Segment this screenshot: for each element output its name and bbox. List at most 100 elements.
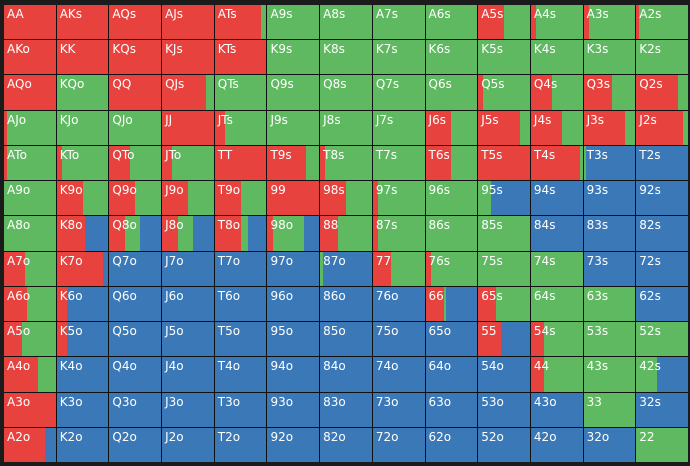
- hand-cell[interactable]: JTo: [162, 145, 214, 181]
- hand-cell[interactable]: J6o: [162, 286, 214, 322]
- hand-cell[interactable]: KJs: [162, 40, 214, 75]
- hand-cell[interactable]: T6o: [214, 286, 267, 322]
- hand-cell[interactable]: Q9o: [109, 181, 162, 216]
- hand-cell[interactable]: J7s: [372, 110, 425, 145]
- hand-cell[interactable]: 86o: [320, 286, 372, 322]
- hand-cell[interactable]: A2s: [636, 5, 688, 40]
- hand-cell[interactable]: J7o: [162, 251, 214, 286]
- hand-cell[interactable]: 92o: [267, 427, 320, 462]
- hand-cell[interactable]: K3o: [56, 392, 109, 427]
- hand-cell[interactable]: 65o: [425, 322, 478, 357]
- hand-cell[interactable]: 87o: [320, 251, 372, 286]
- hand-cell[interactable]: 64s: [530, 286, 583, 322]
- hand-cell[interactable]: 62o: [425, 427, 478, 462]
- hand-cell[interactable]: 76o: [372, 286, 425, 322]
- hand-cell[interactable]: 84s: [530, 216, 583, 251]
- hand-cell[interactable]: 99: [267, 181, 320, 216]
- hand-cell[interactable]: T2s: [636, 145, 688, 181]
- hand-cell[interactable]: 85o: [320, 322, 372, 357]
- hand-cell[interactable]: 72o: [372, 427, 425, 462]
- hand-cell[interactable]: A2o: [4, 427, 56, 462]
- hand-cell[interactable]: 75o: [372, 322, 425, 357]
- hand-cell[interactable]: Q8s: [320, 75, 372, 110]
- hand-cell[interactable]: 85s: [478, 216, 530, 251]
- hand-cell[interactable]: T5s: [478, 145, 530, 181]
- hand-cell[interactable]: 96s: [425, 181, 478, 216]
- hand-cell[interactable]: K4s: [530, 40, 583, 75]
- hand-cell[interactable]: T2o: [214, 427, 267, 462]
- hand-cell[interactable]: J9o: [162, 181, 214, 216]
- hand-cell[interactable]: K2o: [56, 427, 109, 462]
- hand-cell[interactable]: A5o: [4, 322, 56, 357]
- hand-cell[interactable]: K5o: [56, 322, 109, 357]
- hand-cell[interactable]: 32o: [583, 427, 636, 462]
- hand-cell[interactable]: A5s: [478, 5, 530, 40]
- hand-cell[interactable]: Q3o: [109, 392, 162, 427]
- hand-cell[interactable]: 92s: [636, 181, 688, 216]
- hand-cell[interactable]: T9s: [267, 145, 320, 181]
- hand-cell[interactable]: KJo: [56, 110, 109, 145]
- hand-cell[interactable]: A7o: [4, 251, 56, 286]
- hand-cell[interactable]: J8o: [162, 216, 214, 251]
- hand-cell[interactable]: 53s: [583, 322, 636, 357]
- hand-cell[interactable]: A3s: [583, 5, 636, 40]
- hand-cell[interactable]: 42o: [530, 427, 583, 462]
- hand-cell[interactable]: T8o: [214, 216, 267, 251]
- hand-cell[interactable]: ATo: [4, 145, 56, 181]
- hand-cell[interactable]: 33: [583, 392, 636, 427]
- hand-cell[interactable]: 64o: [425, 357, 478, 392]
- hand-cell[interactable]: 65s: [478, 286, 530, 322]
- hand-cell[interactable]: JJ: [162, 110, 214, 145]
- hand-cell[interactable]: Q9s: [267, 75, 320, 110]
- hand-cell[interactable]: T4s: [530, 145, 583, 181]
- hand-cell[interactable]: 66: [425, 286, 478, 322]
- hand-cell[interactable]: 82o: [320, 427, 372, 462]
- hand-cell[interactable]: Q2o: [109, 427, 162, 462]
- hand-cell[interactable]: K6o: [56, 286, 109, 322]
- hand-cell[interactable]: 44: [530, 357, 583, 392]
- hand-cell[interactable]: A4s: [530, 5, 583, 40]
- hand-cell[interactable]: 93s: [583, 181, 636, 216]
- hand-cell[interactable]: QTo: [109, 145, 162, 181]
- hand-cell[interactable]: J5s: [478, 110, 530, 145]
- hand-cell[interactable]: J4o: [162, 357, 214, 392]
- hand-cell[interactable]: A9o: [4, 181, 56, 216]
- hand-cell[interactable]: K7o: [56, 251, 109, 286]
- hand-cell[interactable]: 43o: [530, 392, 583, 427]
- hand-cell[interactable]: 76s: [425, 251, 478, 286]
- hand-cell[interactable]: Q6s: [425, 75, 478, 110]
- hand-cell[interactable]: 74o: [372, 357, 425, 392]
- hand-cell[interactable]: 77: [372, 251, 425, 286]
- hand-cell[interactable]: K8s: [320, 40, 372, 75]
- hand-cell[interactable]: A6s: [425, 5, 478, 40]
- hand-cell[interactable]: JTs: [214, 110, 267, 145]
- hand-cell[interactable]: K9s: [267, 40, 320, 75]
- hand-cell[interactable]: 95o: [267, 322, 320, 357]
- hand-cell[interactable]: K6s: [425, 40, 478, 75]
- hand-cell[interactable]: 73o: [372, 392, 425, 427]
- hand-cell[interactable]: 88: [320, 216, 372, 251]
- hand-cell[interactable]: QTs: [214, 75, 267, 110]
- hand-cell[interactable]: J9s: [267, 110, 320, 145]
- hand-cell[interactable]: 54o: [478, 357, 530, 392]
- hand-cell[interactable]: Q6o: [109, 286, 162, 322]
- hand-cell[interactable]: K5s: [478, 40, 530, 75]
- hand-cell[interactable]: T8s: [320, 145, 372, 181]
- hand-cell[interactable]: J3o: [162, 392, 214, 427]
- hand-cell[interactable]: A8o: [4, 216, 56, 251]
- hand-cell[interactable]: A9s: [267, 5, 320, 40]
- hand-cell[interactable]: K2s: [636, 40, 688, 75]
- hand-cell[interactable]: AJo: [4, 110, 56, 145]
- hand-cell[interactable]: AQo: [4, 75, 56, 110]
- hand-cell[interactable]: T7s: [372, 145, 425, 181]
- hand-cell[interactable]: J6s: [425, 110, 478, 145]
- hand-cell[interactable]: 86s: [425, 216, 478, 251]
- hand-cell[interactable]: J2s: [636, 110, 688, 145]
- hand-cell[interactable]: J5o: [162, 322, 214, 357]
- hand-cell[interactable]: AQs: [109, 5, 162, 40]
- hand-cell[interactable]: 95s: [478, 181, 530, 216]
- hand-cell[interactable]: 43s: [583, 357, 636, 392]
- hand-cell[interactable]: AKo: [4, 40, 56, 75]
- hand-cell[interactable]: 53o: [478, 392, 530, 427]
- hand-cell[interactable]: 87s: [372, 216, 425, 251]
